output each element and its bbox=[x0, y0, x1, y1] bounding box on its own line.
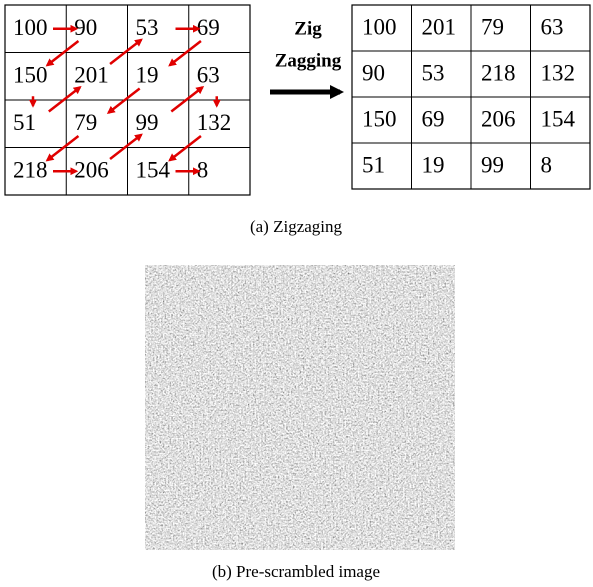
zigzag-arrow bbox=[171, 87, 202, 111]
zigzag-arrow bbox=[110, 40, 141, 64]
cell-value: 19 bbox=[136, 63, 159, 88]
cell-value: 100 bbox=[362, 14, 397, 39]
cell-value: 99 bbox=[136, 110, 159, 135]
cell-value: 206 bbox=[74, 158, 109, 183]
caption: (b) Pre-scrambled image bbox=[212, 562, 380, 581]
caption: (a) Zigzaging bbox=[250, 217, 343, 236]
cell-value: 51 bbox=[362, 152, 385, 177]
cell-value: 154 bbox=[136, 158, 171, 183]
zigzag-arrow bbox=[110, 135, 141, 159]
cell-value: 218 bbox=[481, 60, 516, 85]
cell-value: 99 bbox=[481, 152, 504, 177]
cell-value: 201 bbox=[74, 63, 109, 88]
cell-value: 79 bbox=[481, 14, 504, 39]
arrow-label: Zig bbox=[294, 18, 322, 39]
cell-value: 132 bbox=[197, 110, 232, 135]
right-grid: 100 201 79 63 90 53 218 132 150 69 206 154 51 19 99 8 bbox=[352, 5, 590, 189]
cell-value: 218 bbox=[13, 158, 48, 183]
cell-value: 63 bbox=[197, 63, 220, 88]
cell-value: 206 bbox=[481, 106, 516, 131]
cell-value: 53 bbox=[422, 60, 445, 85]
zigzag-arrow bbox=[49, 87, 80, 111]
figure: 100 90 53 69 150 201 19 63 51 79 99 132 218 206 154 8 1… bbox=[0, 0, 593, 587]
cell-value: 53 bbox=[136, 15, 159, 40]
cell-value: 150 bbox=[13, 63, 48, 88]
cell-value: 150 bbox=[362, 106, 397, 131]
cell-value: 132 bbox=[541, 60, 576, 85]
cell-value: 69 bbox=[422, 106, 445, 131]
cell-value: 100 bbox=[13, 15, 48, 40]
cell-value: 154 bbox=[541, 106, 576, 131]
scrambled-image bbox=[145, 265, 455, 550]
cell-value: 90 bbox=[362, 60, 385, 85]
cell-value: 201 bbox=[422, 14, 457, 39]
cell-value: 90 bbox=[74, 15, 97, 40]
cell-value: 79 bbox=[74, 110, 97, 135]
cell-value: 51 bbox=[13, 110, 36, 135]
cell-value: 19 bbox=[422, 152, 445, 177]
cell-value: 63 bbox=[541, 14, 564, 39]
arrow-label: Zagging bbox=[275, 50, 342, 71]
cell-value: 69 bbox=[197, 15, 220, 40]
cell-value: 8 bbox=[541, 152, 553, 177]
